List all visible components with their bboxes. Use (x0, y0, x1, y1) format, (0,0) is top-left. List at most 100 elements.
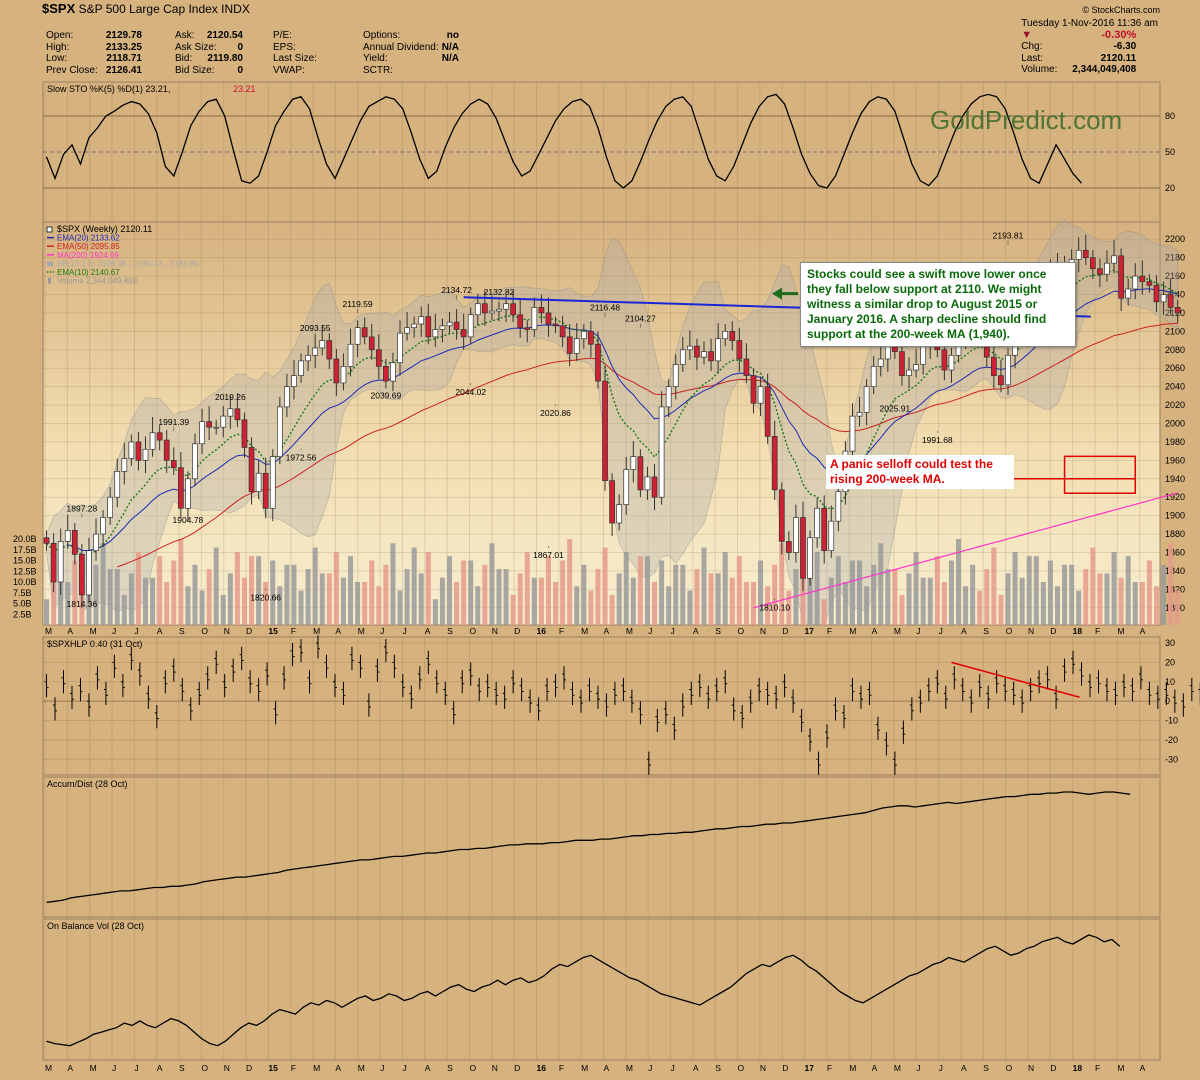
obv-panel-label: On Balance Vol (28 Oct) (47, 921, 144, 931)
x-tick-label-bottom: S (983, 1063, 989, 1073)
volume-y-tick-label: 10.0B (13, 577, 37, 587)
quote-value: 2120.54 (206, 30, 243, 41)
candle-body (877, 358, 884, 367)
candle-body (906, 369, 912, 376)
volume-bar (241, 577, 247, 625)
volume-y-tick-label: 7.5B (13, 588, 32, 598)
price-y-tick-label: 2040 (1165, 382, 1185, 392)
x-tick-label: J (402, 626, 406, 636)
quote-label: Options: (363, 30, 401, 41)
volume-bar (956, 539, 962, 625)
volume-bar (305, 569, 311, 625)
high-low-label: 1814.36 (67, 599, 98, 609)
candle-body (807, 537, 813, 579)
x-tick-label-bottom: M (45, 1063, 52, 1073)
x-tick-label-bottom: F (1095, 1063, 1100, 1073)
candle-body (1174, 307, 1181, 314)
x-tick-label-bottom: N (760, 1063, 766, 1073)
x-tick-label: M (313, 626, 320, 636)
candle-body (234, 408, 241, 421)
candle-body (163, 439, 170, 461)
candle-body (899, 351, 905, 376)
stockcharts-credit: © StockCharts.com (1082, 5, 1160, 15)
candle-body (1125, 288, 1132, 299)
x-tick-label-bottom: M (626, 1063, 633, 1073)
volume-bar (199, 590, 205, 625)
candle-body (284, 386, 290, 408)
candle-body (1139, 275, 1146, 282)
volume-bar (652, 582, 658, 625)
high-low-label: 1991.68 (922, 435, 953, 445)
candle-body (340, 366, 347, 384)
price-y-tick-label: 2180 (1165, 253, 1185, 263)
hlp-y-tick-label: 20 (1165, 657, 1175, 667)
volume-bar (567, 539, 573, 625)
volume-bar (340, 577, 346, 625)
high-low-label: 1972.56 (286, 452, 317, 462)
x-tick-label-bottom: J (916, 1063, 920, 1073)
x-tick-label: A (335, 626, 341, 636)
candle-body (326, 340, 333, 360)
candle-body (998, 375, 1004, 386)
volume-bar (906, 573, 912, 625)
volume-bar (1033, 556, 1039, 625)
candle-body (552, 323, 559, 327)
obv-panel-bg (42, 918, 1161, 1061)
candle-body (679, 349, 686, 365)
volume-bar (397, 590, 403, 625)
candle-body (114, 471, 121, 498)
candle-body (588, 331, 594, 345)
x-tick-label-bottom: D (782, 1063, 788, 1073)
candle-body (170, 460, 177, 469)
x-tick-label-bottom: J (380, 1063, 384, 1073)
candle-body (651, 476, 658, 498)
last-label: Last: (1021, 52, 1043, 64)
volume-bar (298, 590, 304, 625)
x-tick-label-bottom: A (961, 1063, 967, 1073)
x-tick-label: S (447, 626, 453, 636)
candle-body (573, 338, 580, 354)
candle-body (701, 351, 707, 358)
x-tick-label-bottom: O (469, 1063, 476, 1073)
candle-body (1097, 268, 1103, 275)
candle-body (248, 447, 255, 493)
candle-body (920, 345, 927, 365)
candle-body (1167, 294, 1174, 308)
volume-bar (553, 582, 559, 625)
volume-bar (185, 586, 191, 625)
quote-col-1: Open: 2129.78 High: 2133.25 Low: 2118.71 Pr… (46, 30, 142, 76)
volume-bar (857, 560, 863, 625)
price-y-tick-label: 1800 (1165, 603, 1185, 613)
volume-bar (432, 599, 438, 625)
candle-body (255, 472, 262, 493)
x-tick-label: 18 (1073, 626, 1083, 636)
quote-row: SCTR: (363, 65, 459, 77)
x-tick-label-bottom: O (201, 1063, 208, 1073)
x-tick-label: O (738, 626, 745, 636)
candle-body (828, 520, 835, 552)
x-tick-label: A (157, 626, 163, 636)
volume-bar (1026, 556, 1032, 625)
x-tick-label-bottom: 17 (805, 1063, 815, 1073)
quote-row: Open: 2129.78 (46, 30, 142, 42)
volume-bar (369, 560, 375, 625)
volume-bar (842, 582, 848, 625)
candle-body (64, 530, 71, 542)
volume-bar (44, 599, 50, 625)
x-tick-label: D (514, 626, 520, 636)
quote-row: Bid Size: 0 (175, 65, 243, 77)
hlp-y-tick-label: 10 (1165, 677, 1175, 687)
candle-body (156, 432, 163, 441)
quote-value: 2133.25 (105, 41, 142, 53)
candle-body (213, 426, 220, 429)
x-tick-label-bottom: J (671, 1063, 675, 1073)
volume-bar (496, 569, 502, 625)
legend-label: EMA(10) 2140.67 (57, 268, 120, 277)
price-y-tick-label: 1880 (1165, 529, 1185, 539)
quote-value: 2119.80 (207, 53, 243, 65)
candle-body (1132, 275, 1139, 290)
volume-bar (326, 573, 332, 625)
volume-value: 2,344,049,408 (1072, 64, 1137, 76)
candle-body (333, 358, 340, 384)
candle-body (835, 491, 842, 522)
